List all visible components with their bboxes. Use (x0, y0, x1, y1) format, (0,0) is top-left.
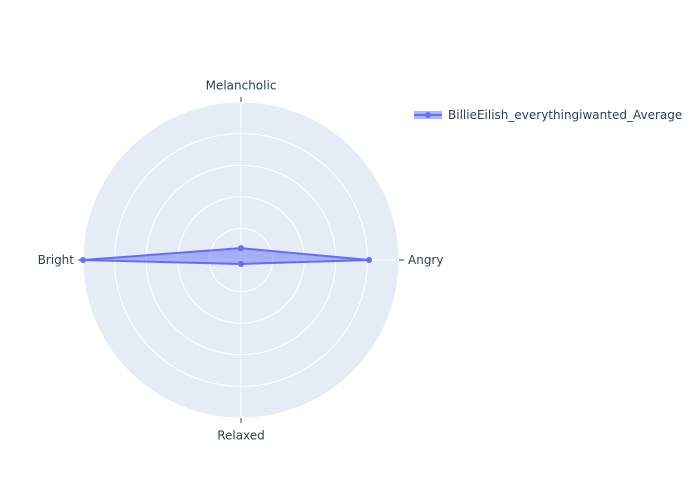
data-point-relaxed[interactable] (238, 260, 244, 267)
data-point-melancholic[interactable] (238, 245, 244, 252)
axis-label-melancholic: Melancholic (206, 78, 277, 92)
legend-label[interactable]: BillieEilish_everythingiwanted_Average (448, 108, 682, 122)
series-layer (80, 245, 372, 267)
axis-labels: Melancholic Angry Relaxed Bright (38, 78, 444, 442)
data-point-bright[interactable] (80, 257, 86, 263)
axis-label-angry: Angry (408, 253, 443, 267)
legend-swatch-marker (425, 112, 431, 118)
data-point-angry[interactable] (365, 257, 372, 263)
axis-label-relaxed: Relaxed (217, 429, 265, 443)
legend[interactable]: BillieEilish_everythingiwanted_Average (414, 108, 682, 122)
axis-label-bright: Bright (38, 253, 75, 267)
